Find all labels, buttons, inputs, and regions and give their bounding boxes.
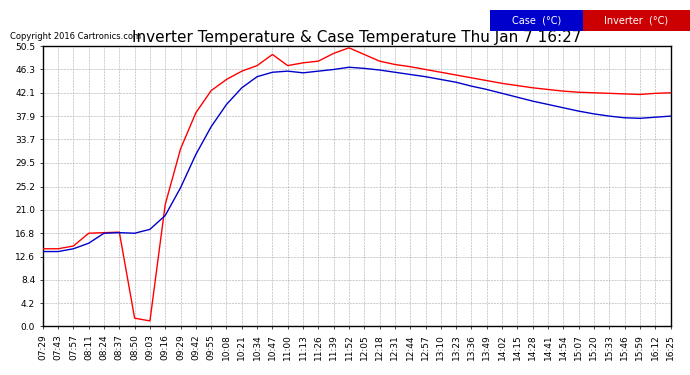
Text: Inverter  (°C): Inverter (°C): [604, 16, 669, 26]
Title: Inverter Temperature & Case Temperature Thu Jan 7 16:27: Inverter Temperature & Case Temperature …: [132, 30, 581, 45]
Text: Copyright 2016 Cartronics.com: Copyright 2016 Cartronics.com: [10, 32, 141, 41]
Text: Case  (°C): Case (°C): [512, 16, 561, 26]
